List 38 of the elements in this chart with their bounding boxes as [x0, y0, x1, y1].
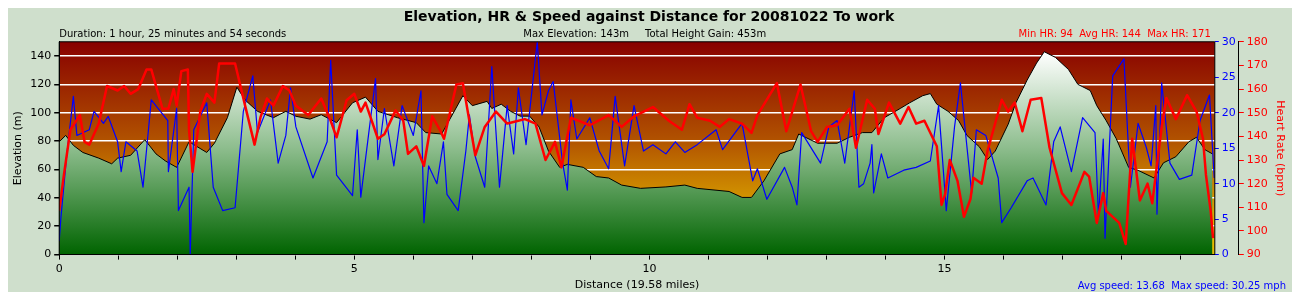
y2-tick-label: 90 — [1246, 247, 1261, 261]
x-tick-label: 10 — [642, 262, 657, 276]
y3-tick-label: 0 — [1221, 247, 1229, 261]
text: Avg speed: 13.68 Max speed: 30.25 mph — [1077, 280, 1286, 291]
y-tick-label: 100 — [30, 105, 52, 119]
y2-tick-label: 180 — [1246, 34, 1268, 48]
y-tick-label: 120 — [30, 77, 52, 91]
x-tick-label: 15 — [937, 262, 952, 276]
y-tick-label: 0 — [44, 247, 52, 261]
y3-tick-label: 30 — [1221, 34, 1236, 48]
y-tick-label: 40 — [37, 190, 52, 204]
x-tick-label: 5 — [350, 262, 358, 276]
y3-tick-label: 25 — [1221, 70, 1236, 84]
y3-tick-label: 20 — [1221, 105, 1236, 119]
y-tick-label: 20 — [37, 219, 52, 233]
text: Total Height Gain: 453m — [644, 27, 767, 39]
y-tick-label: 60 — [37, 162, 52, 176]
y-axis-title: Elevation (m) — [11, 111, 25, 186]
y2-tick-label: 100 — [1246, 223, 1268, 237]
chart-title: Elevation, HR & Speed against Distance for 20081022 To work — [403, 8, 895, 25]
y2-axis-title: Heart Rate (bpm) — [1273, 100, 1287, 197]
y2-tick-label: 130 — [1246, 152, 1268, 166]
text: Duration: 1 hour, 25 minutes and 54 seconds — [59, 27, 287, 39]
y2-tick-label: 150 — [1246, 105, 1268, 119]
x-tick-label: 0 — [55, 262, 63, 276]
y-tick-label: 80 — [37, 133, 52, 147]
x-axis-title: Distance (19.58 miles) — [574, 278, 700, 292]
y2-tick-label: 120 — [1246, 176, 1268, 190]
y2-tick-label: 160 — [1246, 81, 1268, 95]
y3-tick-label: 15 — [1221, 141, 1236, 155]
text: Max Elevation: 143m — [523, 27, 629, 39]
y2-tick-label: 110 — [1246, 200, 1268, 214]
text: Min HR: 94 Avg HR: 144 Max HR: 171 — [1018, 27, 1211, 39]
y-tick-label: 140 — [30, 48, 52, 62]
y2-tick-label: 140 — [1246, 129, 1268, 143]
y3-tick-label: 10 — [1221, 176, 1236, 190]
y3-tick-label: 5 — [1221, 211, 1229, 225]
y2-tick-label: 170 — [1246, 58, 1268, 72]
